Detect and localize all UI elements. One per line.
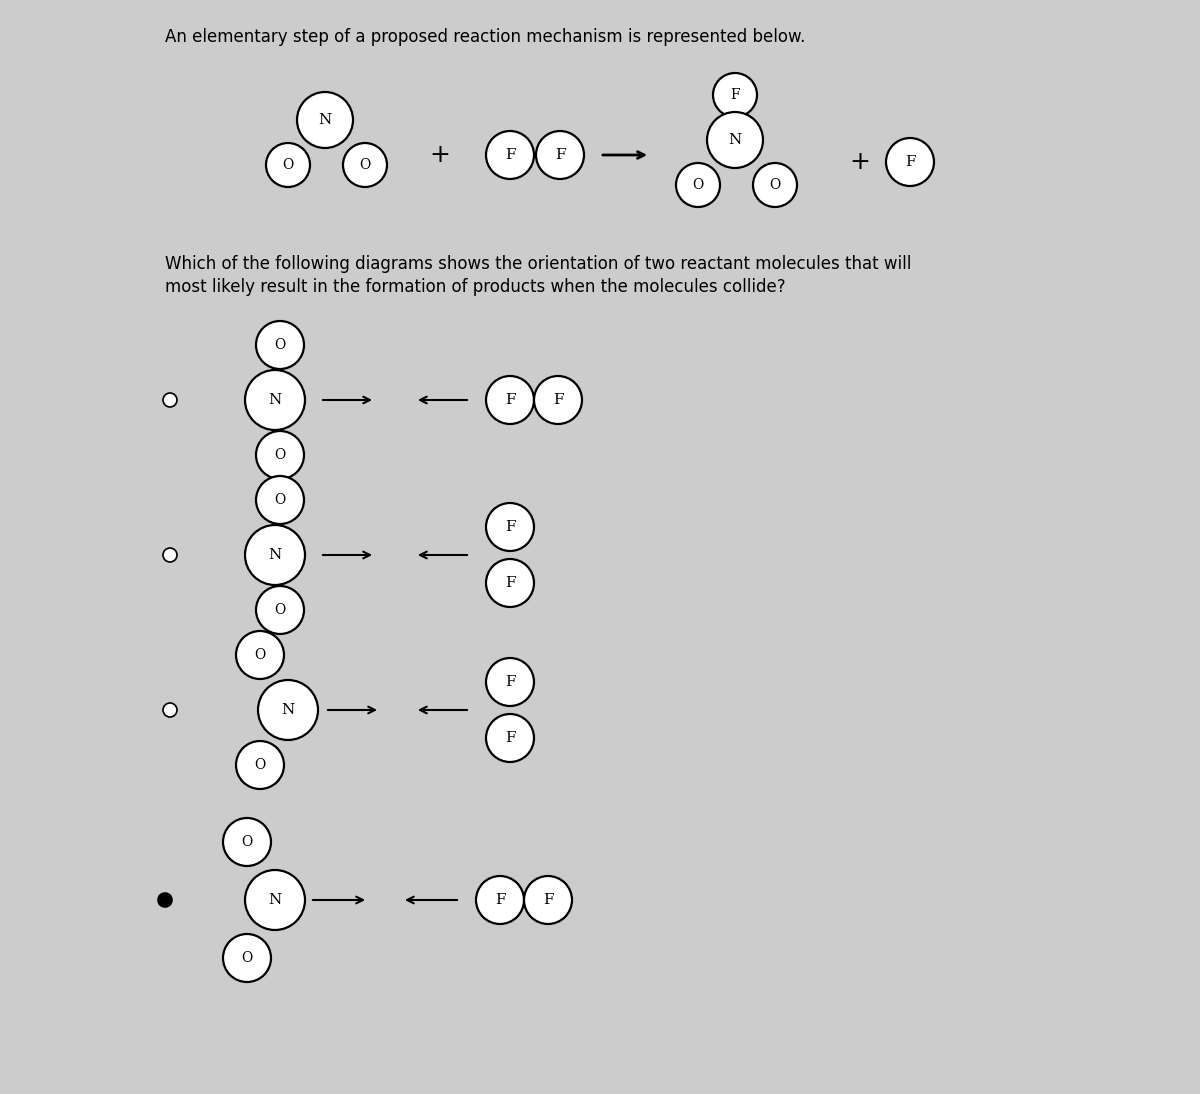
- Text: N: N: [281, 703, 295, 717]
- Text: O: O: [275, 493, 286, 507]
- Text: O: O: [254, 648, 265, 662]
- Circle shape: [236, 741, 284, 789]
- Circle shape: [245, 370, 305, 430]
- Circle shape: [754, 163, 797, 207]
- Circle shape: [256, 586, 304, 635]
- Text: O: O: [692, 178, 703, 193]
- Text: F: F: [553, 393, 563, 407]
- Text: F: F: [505, 520, 515, 534]
- Circle shape: [223, 934, 271, 982]
- Circle shape: [256, 476, 304, 524]
- Text: +: +: [850, 150, 870, 174]
- Circle shape: [534, 376, 582, 424]
- Circle shape: [223, 818, 271, 866]
- Circle shape: [163, 703, 178, 717]
- Circle shape: [256, 321, 304, 369]
- Text: F: F: [494, 893, 505, 907]
- Text: O: O: [254, 758, 265, 772]
- Circle shape: [536, 131, 584, 179]
- Circle shape: [486, 714, 534, 763]
- Text: O: O: [241, 951, 253, 965]
- Circle shape: [486, 657, 534, 706]
- Circle shape: [298, 92, 353, 148]
- Text: O: O: [282, 158, 294, 172]
- Text: N: N: [269, 393, 282, 407]
- Circle shape: [524, 876, 572, 924]
- Text: F: F: [505, 577, 515, 590]
- Text: Which of the following diagrams shows the orientation of two reactant molecules : Which of the following diagrams shows th…: [166, 255, 911, 274]
- Text: N: N: [318, 113, 331, 127]
- Text: N: N: [728, 133, 742, 147]
- Circle shape: [158, 893, 172, 907]
- Circle shape: [245, 870, 305, 930]
- Text: An elementary step of a proposed reaction mechanism is represented below.: An elementary step of a proposed reactio…: [166, 28, 805, 46]
- Text: F: F: [542, 893, 553, 907]
- Circle shape: [676, 163, 720, 207]
- Circle shape: [886, 138, 934, 186]
- Text: O: O: [275, 603, 286, 617]
- Circle shape: [245, 525, 305, 585]
- Text: O: O: [241, 835, 253, 849]
- Text: F: F: [730, 88, 740, 102]
- Text: N: N: [269, 548, 282, 562]
- Circle shape: [266, 143, 310, 187]
- Text: O: O: [275, 338, 286, 352]
- Circle shape: [707, 112, 763, 168]
- Text: +: +: [430, 143, 450, 167]
- Text: F: F: [505, 675, 515, 689]
- Text: F: F: [905, 155, 916, 168]
- Text: F: F: [505, 393, 515, 407]
- Circle shape: [256, 431, 304, 479]
- Text: N: N: [269, 893, 282, 907]
- Circle shape: [486, 131, 534, 179]
- Text: F: F: [505, 731, 515, 745]
- Circle shape: [713, 73, 757, 117]
- Circle shape: [343, 143, 386, 187]
- Circle shape: [476, 876, 524, 924]
- Circle shape: [258, 680, 318, 740]
- Circle shape: [163, 548, 178, 562]
- Text: most likely result in the formation of products when the molecules collide?: most likely result in the formation of p…: [166, 278, 786, 296]
- Text: F: F: [554, 148, 565, 162]
- Circle shape: [486, 503, 534, 551]
- Text: F: F: [505, 148, 515, 162]
- Circle shape: [163, 393, 178, 407]
- Circle shape: [486, 559, 534, 607]
- Circle shape: [486, 376, 534, 424]
- Circle shape: [236, 631, 284, 679]
- Text: O: O: [275, 449, 286, 462]
- Text: O: O: [359, 158, 371, 172]
- Text: O: O: [769, 178, 781, 193]
